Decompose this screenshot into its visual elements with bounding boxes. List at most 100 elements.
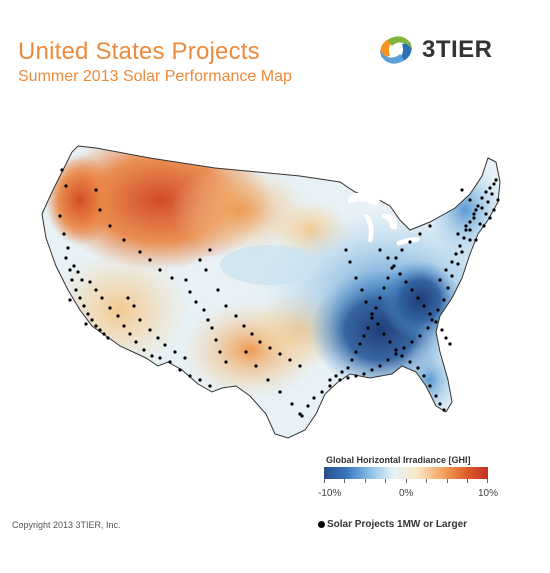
project-dot [366, 326, 370, 330]
company-logo: 3TIER [374, 28, 524, 72]
project-dot [76, 270, 80, 274]
project-dot [492, 208, 496, 212]
project-dot [258, 340, 262, 344]
project-dot [138, 250, 142, 254]
project-dot [478, 222, 482, 226]
project-dot [116, 314, 120, 318]
projects-legend-label: Solar Projects 1MW or Larger [327, 519, 468, 530]
project-dot [444, 268, 448, 272]
project-dot [78, 296, 82, 300]
project-dot [450, 260, 454, 264]
project-dot [340, 370, 344, 374]
project-dot [422, 304, 426, 308]
project-dot [468, 198, 472, 202]
project-dot [438, 278, 442, 282]
project-dot [82, 304, 86, 308]
project-dot [408, 240, 412, 244]
project-dot [476, 204, 480, 208]
logo-text: 3TIER [422, 36, 493, 63]
project-dot [418, 232, 422, 236]
project-dot [354, 350, 358, 354]
project-dot [183, 356, 187, 360]
project-dot [88, 280, 92, 284]
project-dot [484, 190, 488, 194]
project-dot [364, 300, 368, 304]
project-dot [370, 312, 374, 316]
project-dot [378, 364, 382, 368]
project-dot [490, 192, 494, 196]
project-dot [354, 374, 358, 378]
project-dot [102, 332, 106, 336]
project-dot [418, 334, 422, 338]
project-dot [386, 358, 390, 362]
project-dot [290, 402, 294, 406]
project-dot [404, 280, 408, 284]
project-dot [173, 350, 177, 354]
project-dot [106, 336, 110, 340]
project-dot [362, 334, 366, 338]
project-dot [204, 268, 208, 272]
project-dot [234, 314, 238, 318]
project-dot [428, 384, 432, 388]
project-dot [370, 316, 374, 320]
project-dot [370, 368, 374, 372]
project-dot [400, 248, 404, 252]
project-dot [422, 374, 426, 378]
projects-legend: Solar Projects 1MW or Larger [318, 519, 467, 530]
project-dot [306, 404, 310, 408]
project-dot [98, 328, 102, 332]
project-dot [426, 326, 430, 330]
project-dot [224, 360, 228, 364]
page-title: United States Projects [18, 38, 260, 65]
project-dot [94, 324, 98, 328]
project-dot [202, 308, 206, 312]
project-dot [438, 402, 442, 406]
legend-title: Global Horizontal Irradiance [GHI] [326, 455, 471, 465]
project-dot [218, 350, 222, 354]
project-dot [68, 298, 72, 302]
project-dot [398, 272, 402, 276]
project-dot [354, 276, 358, 280]
irradiance-legend: Global Horizontal Irradiance [GHI] -10% … [318, 455, 498, 505]
project-dot [184, 278, 188, 282]
project-dot [416, 366, 420, 370]
project-dot [64, 256, 68, 260]
project-dot [378, 296, 382, 300]
project-dot [456, 232, 460, 236]
project-dot [454, 252, 458, 256]
project-dot [108, 224, 112, 228]
us-solar-map [41, 145, 501, 439]
project-dot [208, 248, 212, 252]
project-dot [416, 296, 420, 300]
project-dot [428, 224, 432, 228]
project-dot [278, 352, 282, 356]
project-dot [434, 394, 438, 398]
project-dot [392, 264, 396, 268]
legend-min-label: -10% [318, 488, 342, 499]
project-dot [460, 250, 464, 254]
project-dot [68, 268, 72, 272]
project-dot [156, 336, 160, 340]
project-dot [288, 358, 292, 362]
project-dot [334, 374, 338, 378]
project-dot [362, 372, 366, 376]
project-dot [86, 312, 90, 316]
project-dot [158, 356, 162, 360]
project-dot [298, 412, 302, 416]
project-dot [150, 354, 154, 358]
project-dot [402, 346, 406, 350]
project-dot [148, 258, 152, 262]
project-dot [410, 288, 414, 292]
project-dot [170, 276, 174, 280]
project-dot [244, 350, 248, 354]
project-dot [448, 342, 452, 346]
project-dot [360, 288, 364, 292]
project-dot [434, 320, 438, 324]
project-dot [168, 360, 172, 364]
project-dot [94, 188, 98, 192]
project-dot [394, 256, 398, 260]
project-dot [488, 186, 492, 190]
project-dot [163, 343, 167, 347]
project-dot [450, 274, 454, 278]
page-subtitle: Summer 2013 Solar Performance Map [18, 68, 292, 85]
